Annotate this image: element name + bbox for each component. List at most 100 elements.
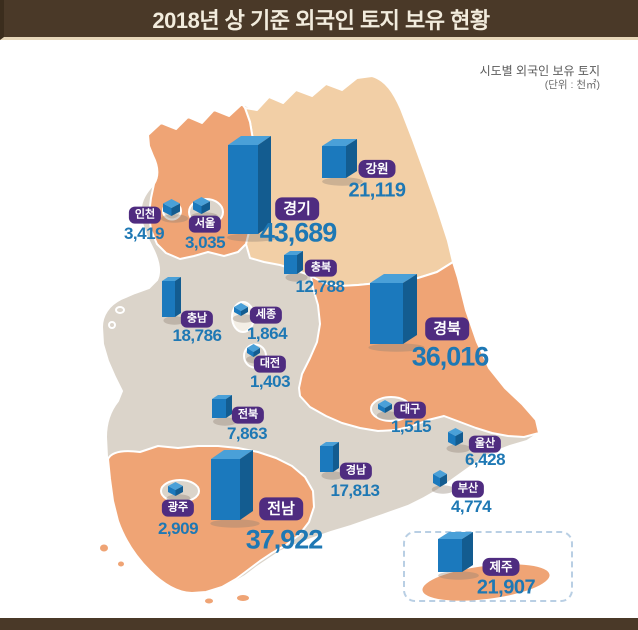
bar-top-face-chungnam	[162, 277, 181, 281]
bar-side-face-gyeonggi	[258, 136, 271, 234]
region-value-gangwon: 21,119	[348, 179, 406, 202]
cube-left-face-busan	[433, 474, 440, 487]
bar-side-face-gangwon	[346, 139, 357, 178]
region-value-gyeonggi: 43,689	[259, 217, 338, 248]
cube-left-face-incheon	[163, 203, 172, 216]
jeju-inset-box	[403, 531, 573, 607]
region-badge-jeonbuk: 전북	[231, 406, 265, 424]
title-bar: 2018년 상 기준 외국인 토지 보유 현황	[0, 0, 638, 40]
bar-front-face-gyeongbuk	[370, 283, 403, 344]
bar-front-face-gyeongnam	[320, 446, 333, 472]
bar-shadow-chungnam	[163, 316, 186, 325]
cube-left-face-ulsan	[448, 432, 456, 446]
cube-right-face-sejong	[241, 307, 248, 316]
cube-left-face-seoul	[193, 201, 202, 214]
region-value-jeonnam: 37,922	[245, 524, 324, 555]
cube-left-face-gwangju	[168, 486, 176, 496]
region-badge-chungnam: 충남	[180, 310, 214, 328]
bar-shadow-gyeonggi	[227, 233, 278, 242]
cube-right-face-daejeon	[253, 348, 260, 357]
bar-side-face-chungbuk	[297, 251, 303, 274]
region-badge-busan: 부산	[451, 480, 485, 498]
bar-shadow-jeju	[438, 571, 479, 580]
bar-chungbuk	[284, 251, 308, 282]
bar-shadow-daegu	[376, 411, 400, 420]
south-island-3	[237, 595, 249, 601]
bar-top-face-jeju	[438, 532, 473, 539]
bar-shadow-jeonnam	[210, 519, 260, 528]
south-island-4	[205, 598, 213, 604]
west-island-2	[109, 322, 115, 328]
bar-top-face-jeonnam	[211, 450, 253, 459]
region-badge-gyeonggi: 경기	[275, 197, 319, 221]
region-badge-jeonnam: 전남	[259, 497, 303, 521]
region-value-seoul: 3,035	[184, 233, 226, 252]
bar-jeonnam	[210, 450, 260, 528]
bar-jeju	[438, 532, 479, 580]
bar-front-face-jeonbuk	[212, 399, 226, 418]
bar-daegu	[376, 400, 400, 420]
bar-shadow-gangwon	[322, 177, 363, 186]
region-value-busan: 4,774	[450, 497, 492, 516]
bar-gyeongbuk	[368, 274, 425, 352]
region-badge-gyeongnam: 경남	[339, 462, 373, 480]
bar-gyeongnam	[320, 442, 344, 480]
region-badge-gangwon: 강원	[358, 159, 396, 179]
region-badge-daejeon: 대전	[253, 355, 287, 373]
bar-jeonbuk	[212, 395, 237, 426]
region-value-daegu: 1,515	[390, 417, 432, 436]
bar-side-face-jeju	[462, 532, 473, 572]
region-value-chungbuk: 12,788	[295, 277, 346, 296]
bar-busan	[431, 470, 455, 494]
bottom-bar	[0, 618, 638, 630]
west-island-1	[116, 307, 124, 313]
region-badge-sejong: 세종	[249, 306, 283, 324]
region-badge-gwangju: 광주	[161, 499, 195, 517]
region-value-gyeongnam: 17,813	[330, 481, 381, 500]
south-island-2	[118, 561, 124, 567]
south-island-1	[100, 544, 108, 552]
bar-side-face-jeonnam	[240, 450, 253, 520]
region-value-sejong: 1,864	[246, 324, 288, 343]
cube-right-face-ulsan	[455, 432, 463, 446]
region-badge-gyeongbuk: 경북	[425, 317, 469, 341]
bar-front-face-gyeonggi	[228, 145, 258, 234]
bar-sejong	[232, 303, 256, 323]
bar-top-face-gangwon	[322, 139, 357, 146]
subtitle-line1: 시도별 외국인 보유 토지	[479, 64, 600, 78]
region-badge-ulsan: 울산	[468, 435, 502, 453]
unit-note: (단위 : 천㎡)	[544, 79, 600, 91]
bar-shadow-busan	[431, 485, 455, 494]
bar-incheon	[160, 199, 189, 223]
region-value-chungnam: 18,786	[172, 326, 223, 345]
bar-shadow-gyeongnam	[321, 471, 344, 480]
bar-top-face-chungbuk	[284, 251, 303, 255]
bar-ulsan	[446, 428, 471, 453]
bar-gangwon	[322, 139, 363, 186]
bar-side-face-gyeongbuk	[403, 274, 417, 344]
cube-left-face-daejeon	[247, 348, 254, 357]
bar-front-face-chungbuk	[284, 255, 297, 274]
bar-top-face-gyeongbuk	[370, 274, 417, 283]
bar-shadow-jeonbuk	[213, 417, 237, 426]
bar-front-face-chungnam	[162, 281, 175, 317]
bar-side-face-jeonbuk	[226, 395, 232, 418]
bar-shadow-ulsan	[446, 444, 471, 453]
bar-front-face-jeju	[438, 539, 462, 572]
bar-top-face-jeonbuk	[212, 395, 232, 399]
bar-front-face-gangwon	[322, 146, 346, 178]
bar-shadow-gyeongbuk	[368, 343, 425, 352]
cube-right-face-gwangju	[175, 486, 183, 496]
bar-top-face-gyeonggi	[228, 136, 271, 145]
bar-side-face-chungnam	[175, 277, 181, 317]
cube-left-face-daegu	[378, 404, 385, 413]
cube-right-face-incheon	[171, 203, 180, 216]
region-value-jeju: 21,907	[476, 576, 536, 599]
bar-top-face-gyeongnam	[320, 442, 339, 446]
region-badge-daegu: 대구	[393, 401, 427, 419]
bar-shadow-chungbuk	[285, 273, 308, 282]
cube-right-face-seoul	[201, 201, 210, 214]
region-badge-jeju: 제주	[482, 557, 520, 577]
bar-side-face-gyeongnam	[333, 442, 339, 472]
